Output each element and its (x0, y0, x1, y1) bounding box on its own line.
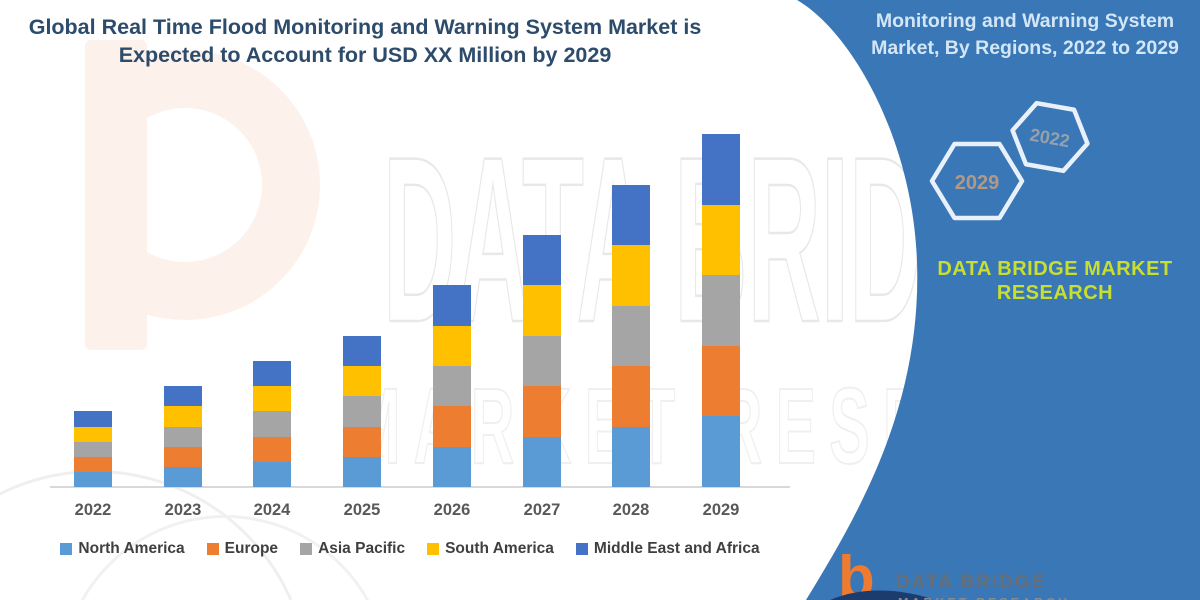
bar-2026-asia-pacific (433, 366, 471, 407)
bar-2027-asia-pacific (523, 335, 561, 387)
legend-item-label: Europe (224, 540, 279, 557)
legend-item-label: North America (78, 540, 185, 557)
bar-2025-europe (343, 426, 381, 457)
hexagon-2022 (1010, 100, 1090, 174)
bar-2029-south-america (702, 204, 740, 276)
panel-brand-line1: DATA BRIDGE MARKET (937, 258, 1173, 280)
panel-heading-line2: Market, By Regions, 2022 to 2029 (871, 37, 1179, 59)
bar-2022-asia-pacific (74, 441, 112, 457)
chart-title-line2: Expected to Account for USD XX Million b… (118, 43, 612, 67)
x-axis-label: 2025 (343, 501, 381, 519)
chart-title: Global Real Time Flood Monitoring and Wa… (8, 13, 722, 69)
legend-swatch (300, 543, 313, 555)
bar-2029-europe (702, 345, 740, 417)
hexagon-2022-label: 2022 (1028, 125, 1071, 152)
legend-swatch (575, 543, 588, 555)
x-axis-line (50, 486, 790, 488)
hexagon-badges: 2022 2029 (929, 100, 1090, 221)
x-axis-label: 2023 (164, 501, 202, 519)
bar-2022-middle-east-and-africa (74, 411, 112, 427)
bar-2025-asia-pacific (343, 396, 381, 427)
x-axis-label: 2027 (523, 501, 561, 519)
bar-2028-south-america (612, 245, 650, 306)
panel-heading-line1: Monitoring and Warning System (875, 10, 1175, 32)
stacked-bar-chart: 2022 2023 2024 2025 2026 2027 2028 2029 (50, 134, 790, 519)
bar-2023-middle-east-and-africa (164, 386, 202, 407)
bar-2023-north-america (164, 466, 202, 487)
bar-2027-south-america (523, 285, 561, 336)
bar-2025-south-america (343, 366, 381, 397)
bar-2022-south-america (74, 426, 112, 442)
bar-2023-asia-pacific (164, 426, 202, 447)
panel-heading: Monitoring and Warning System Market, By… (860, 8, 1190, 62)
bar-2029-north-america (702, 416, 740, 487)
x-axis-label: 2026 (433, 501, 471, 519)
logo-swoosh-icon (830, 590, 932, 600)
bar-2028-europe (612, 366, 650, 427)
legend-item-label: South America (445, 540, 554, 557)
logo-subtitle: MARKET RESEARCH (898, 596, 1070, 600)
bar-2023-europe (164, 446, 202, 467)
bar-2027-europe (523, 386, 561, 437)
logo-name: DATA BRIDGE (896, 572, 1047, 593)
x-axis-label: 2028 (612, 501, 650, 519)
bar-2024-europe (253, 436, 291, 462)
x-axis-label: 2024 (253, 501, 291, 519)
chart-title-line1: Global Real Time Flood Monitoring and Wa… (28, 15, 702, 39)
panel-brand-text: DATA BRIDGE MARKET RESEARCH (930, 257, 1180, 305)
bar-2025-north-america (343, 456, 381, 487)
legend-item: Middle East and Africa (575, 540, 760, 558)
chart-legend: North America Europe Asia Pacific South Ame… (30, 540, 790, 558)
bar-2025-middle-east-and-africa (343, 335, 381, 367)
legend-item: Europe (206, 540, 279, 558)
legend-swatch (427, 543, 440, 555)
bar-2022-north-america (74, 471, 112, 487)
bar-2029-asia-pacific (702, 275, 740, 346)
bar-2027-middle-east-and-africa (523, 235, 561, 286)
footer-logo: b DATA BRIDGE MARKET RESEARCH (828, 545, 1158, 600)
bar-2026-middle-east-and-africa (433, 285, 471, 326)
legend-swatch (206, 543, 219, 555)
legend-item: North America (60, 540, 185, 558)
bar-2028-middle-east-and-africa (612, 184, 650, 246)
bar-2028-north-america (612, 426, 650, 487)
hexagon-2029-label: 2029 (955, 172, 1000, 194)
panel-brand-line2: RESEARCH (996, 282, 1114, 304)
legend-item: South America (427, 540, 554, 558)
bar-2024-middle-east-and-africa (253, 361, 291, 387)
bar-2026-europe (433, 406, 471, 447)
bar-2027-north-america (523, 436, 561, 487)
legend-item: Asia Pacific (300, 540, 405, 558)
bar-2029-middle-east-and-africa (702, 134, 740, 205)
bar-2028-asia-pacific (612, 305, 650, 367)
bar-2026-north-america (433, 446, 471, 487)
hexagon-2029 (929, 141, 1025, 221)
legend-item-label: Middle East and Africa (593, 540, 760, 557)
brand-b-watermark-stem (85, 40, 147, 350)
legend-swatch (60, 543, 73, 555)
bar-2023-south-america (164, 406, 202, 427)
x-axis-label: 2022 (74, 501, 112, 519)
region-panel-background (797, 0, 1200, 600)
x-axis-label: 2029 (702, 501, 740, 519)
bar-2026-south-america (433, 325, 471, 367)
bar-2022-europe (74, 456, 112, 472)
legend-item-label: Asia Pacific (318, 540, 406, 557)
bar-2024-south-america (253, 386, 291, 412)
bar-2024-north-america (253, 461, 291, 487)
brand-b-watermark-bowl (146, 42, 341, 342)
bar-2024-asia-pacific (253, 411, 291, 437)
